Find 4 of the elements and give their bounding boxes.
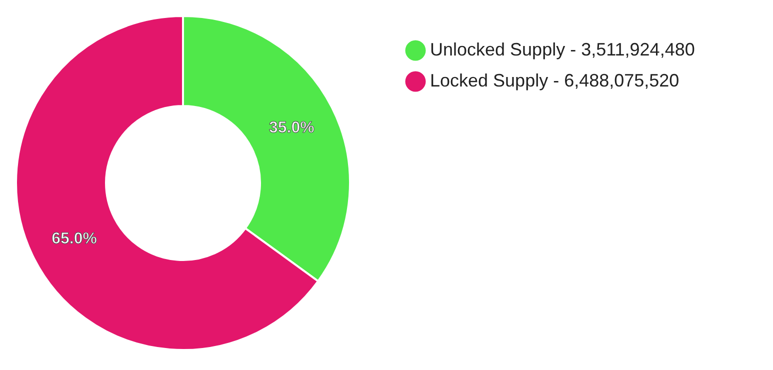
data-label: 35.0% [269,120,314,137]
data-label: 65.0% [52,230,97,248]
legend-label: Locked Supply - 6,488,075,520 [430,70,680,90]
legend-label: Unlocked Supply - 3,511,924,480 [430,40,695,60]
